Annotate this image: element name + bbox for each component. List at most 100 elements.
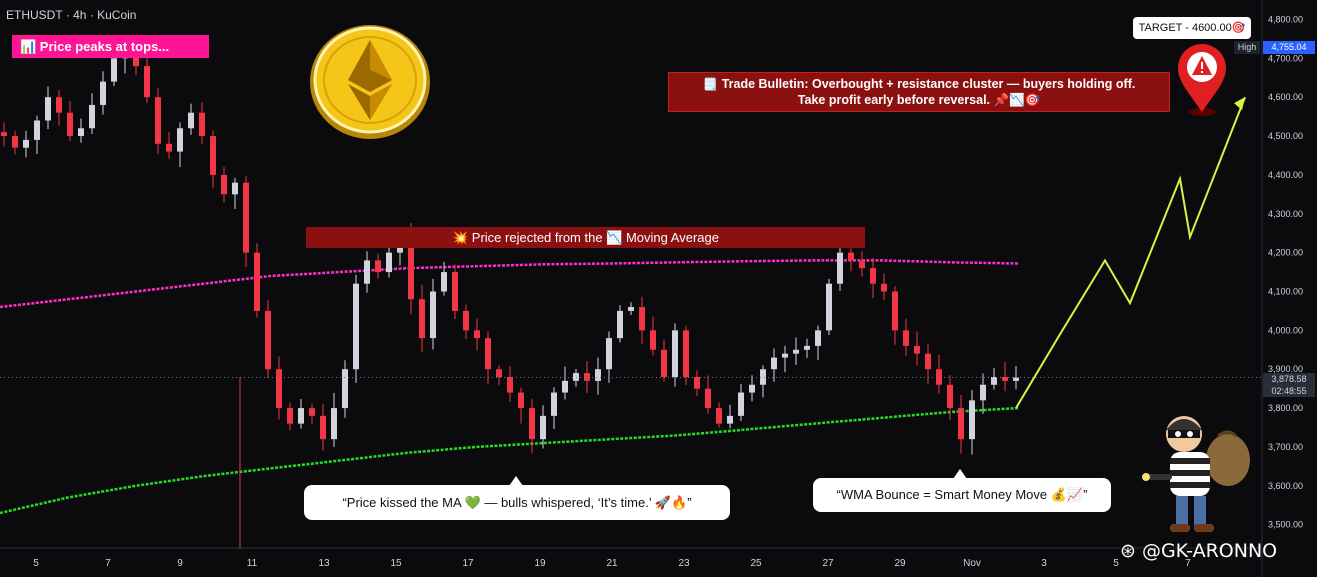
candle-body (309, 408, 315, 416)
candle-body (232, 182, 238, 195)
candle-body (771, 357, 777, 370)
thief-with-money-bag-icon (1140, 400, 1255, 540)
candle-body (639, 307, 645, 331)
candle-body (100, 81, 106, 105)
ethereum-coin-icon (306, 22, 434, 142)
candle-body (386, 252, 392, 273)
candle-body (12, 136, 18, 148)
candle-body (595, 369, 601, 381)
high-price-label: 4,755.04 (1263, 41, 1315, 54)
candle-body (529, 408, 535, 440)
candle-body (540, 415, 546, 440)
wma-bounce-bubble: “WMA Bounce = Smart Money Move 💰📈” (813, 478, 1111, 512)
candle-body (782, 353, 788, 358)
candle-body (155, 97, 161, 144)
candle-body (375, 260, 381, 273)
x-tick-label: 5 (33, 558, 39, 569)
candle-body (364, 260, 370, 284)
candle-body (496, 369, 502, 377)
projection-arrowhead (1234, 97, 1245, 111)
candle-body (166, 143, 172, 152)
candle-body (793, 349, 799, 354)
candle-body (56, 97, 62, 113)
candle-body (958, 408, 964, 440)
candle-body (221, 174, 227, 195)
candle-body (760, 369, 766, 385)
candle-body (804, 345, 810, 350)
candle-body (320, 415, 326, 440)
candle-body (584, 373, 590, 381)
candle-body (859, 260, 865, 269)
y-tick-label: 4,100.00 (1268, 286, 1303, 296)
bulletin-line-2: Take profit early before reversal. 📌📉🎯 (797, 93, 1041, 107)
candle-body (45, 97, 51, 121)
wma-bounce-bubble-tail (953, 469, 967, 479)
candle-body (628, 307, 634, 311)
candle-body (89, 104, 95, 129)
candle-body (980, 384, 986, 401)
moving-average-lower (0, 406, 1019, 515)
candle-body (749, 384, 755, 393)
y-tick-label: 4,300.00 (1268, 209, 1303, 219)
candle-body (650, 330, 656, 350)
candle-body (210, 136, 216, 175)
moving-average-upper (0, 259, 1019, 309)
y-tick-label: 4,500.00 (1268, 131, 1303, 141)
candle-body (419, 299, 425, 339)
symbol-title: ETHUSDT · 4h · KuCoin (6, 8, 137, 22)
x-tick-label: 7 (1185, 558, 1191, 569)
y-tick-label: 4,600.00 (1268, 92, 1303, 102)
candle-body (177, 128, 183, 152)
x-tick-label: 3 (1041, 558, 1047, 569)
candle-body (925, 353, 931, 370)
ma-kiss-bubble-tail (509, 476, 523, 486)
candle-body (661, 349, 667, 377)
x-tick-label: 21 (606, 558, 618, 569)
author-watermark: ⊛ @GK-ARONNO (1120, 540, 1278, 562)
candle-body (199, 112, 205, 137)
x-tick-label: 27 (822, 558, 834, 569)
candle-body (507, 376, 513, 393)
candle-body (331, 408, 337, 440)
candle-body (243, 182, 249, 253)
y-tick-label: 4,000.00 (1268, 325, 1303, 335)
x-tick-label: 23 (678, 558, 690, 569)
peak-banner: 📊 Price peaks at tops... (12, 35, 209, 58)
candle-body (430, 291, 436, 339)
x-tick-label: 5 (1113, 558, 1119, 569)
candle-body (848, 252, 854, 261)
y-tick-label: 4,700.00 (1268, 53, 1303, 63)
candle-body (188, 112, 194, 129)
x-tick-label: 25 (750, 558, 762, 569)
candle-body (815, 330, 821, 346)
y-tick-label: 3,600.00 (1268, 481, 1303, 491)
high-tag: High (1234, 41, 1260, 54)
candle-body (276, 369, 282, 409)
candle-body (452, 272, 458, 311)
y-tick-label: 4,200.00 (1268, 248, 1303, 258)
x-tick-label: 15 (390, 558, 402, 569)
x-tick-label: 9 (177, 558, 183, 569)
candle-body (738, 392, 744, 416)
candle-body (353, 283, 359, 370)
candle-body (67, 112, 73, 137)
candle-body (727, 415, 733, 424)
projection-path (1015, 96, 1246, 409)
candle-body (298, 408, 304, 424)
candle-body (892, 291, 898, 331)
candle-body (870, 268, 876, 284)
candle-body (408, 237, 414, 300)
candle-body (562, 380, 568, 393)
x-tick-label: 19 (534, 558, 546, 569)
reject-banner: 💥 Price rejected from the 📉 Moving Avera… (306, 227, 865, 248)
candle-body (881, 283, 887, 292)
candle-body (287, 408, 293, 424)
target-tag: TARGET - 4600.00🎯 (1133, 17, 1251, 39)
candle-body (903, 330, 909, 346)
last-price-value: 3,878.58 (1271, 374, 1307, 384)
last-price-label: 3,878.58 02:48:55 (1263, 373, 1315, 397)
ma-kiss-bubble: “Price kissed the MA 💚 — bulls whispered… (304, 485, 730, 520)
candle-body (606, 338, 612, 370)
candle-body (573, 373, 579, 381)
